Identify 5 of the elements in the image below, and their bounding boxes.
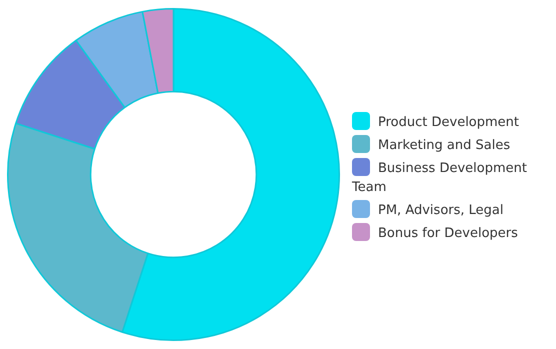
legend-label: Marketing and Sales [378, 138, 510, 153]
legend-label: Product Development [378, 115, 520, 130]
legend-label: Bonus for Developers [378, 226, 518, 241]
legend-label: Business Development Team [352, 161, 527, 195]
legend-label: PM, Advisors, Legal [378, 203, 504, 218]
